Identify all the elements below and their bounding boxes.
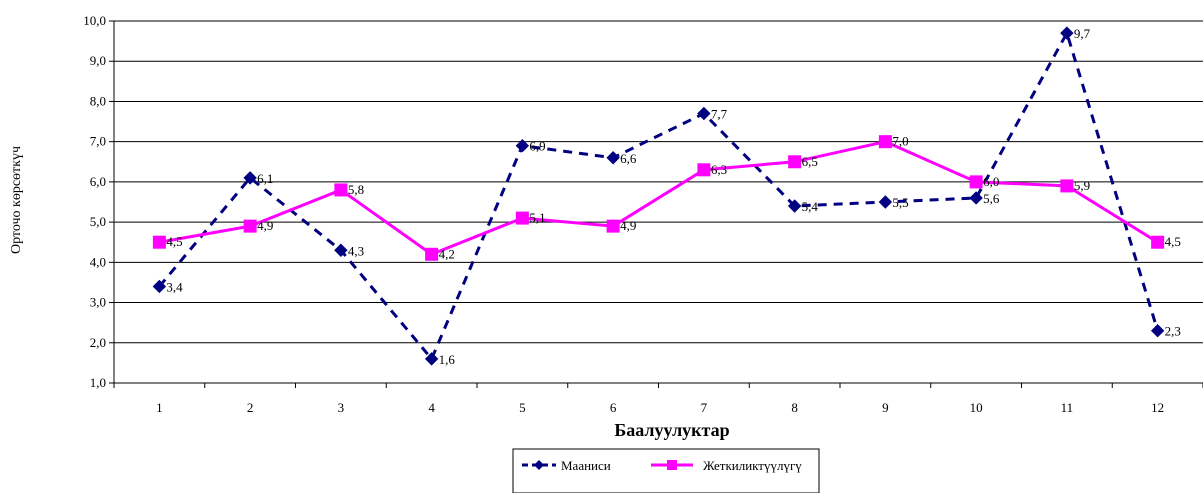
legend-marker-2	[667, 460, 677, 470]
y-tick-label: 7,0	[90, 134, 106, 149]
data-label: 6,6	[620, 151, 637, 166]
y-tick-label: 8,0	[90, 93, 106, 108]
data-label: 6,9	[529, 139, 545, 154]
data-label: 3,4	[166, 279, 183, 294]
y-tick-label: 4,0	[90, 254, 106, 269]
x-tick-label: 1	[156, 400, 163, 415]
marker-point	[606, 151, 620, 165]
x-tick-label: 9	[882, 400, 889, 415]
marker-point	[1151, 235, 1165, 249]
data-label: 5,1	[529, 210, 545, 225]
data-label: 4,9	[620, 218, 636, 233]
data-label: 4,2	[439, 246, 455, 261]
x-tick-label: 10	[970, 400, 983, 415]
legend: Мааниси Жеткиликтүүлүгү	[512, 448, 820, 494]
marker-point	[515, 138, 530, 153]
axes: 1,02,03,04,05,06,07,08,09,010,01 2 3 4 5 6 7 8 9…	[83, 13, 1203, 415]
data-label: 6,5	[802, 154, 818, 169]
data-label: 1,6	[439, 352, 456, 367]
x-tick-label: 12	[1151, 400, 1164, 415]
legend-label-1: Мааниси	[561, 458, 611, 473]
y-tick-label: 10,0	[83, 13, 106, 28]
data-label: 4,5	[166, 234, 182, 249]
data-label: 6,0	[983, 174, 999, 189]
data-label: 4,5	[1165, 234, 1181, 249]
x-tick-label: 7	[701, 400, 708, 415]
x-axis-title: Баалуулуктар	[614, 420, 729, 440]
series-line-1	[158, 29, 1160, 362]
data-label: 6,1	[257, 171, 273, 186]
marker-point	[788, 155, 802, 169]
series-line-2	[159, 140, 1159, 256]
marker-point	[243, 219, 257, 233]
series-layer	[152, 26, 1165, 366]
data-label: 7,7	[711, 107, 728, 122]
marker-point	[152, 279, 167, 294]
data-labels: 3,4 6,1 4,3 1,6 6,9 6,6 7,7 5,4 5,5 5,6 9,7 2,3 4,5 4…	[166, 26, 1181, 367]
x-tick-label: 5	[519, 400, 526, 415]
data-label: 9,7	[1074, 26, 1091, 41]
x-tick-label: 3	[338, 400, 345, 415]
data-label: 5,4	[802, 199, 819, 214]
data-label: 5,8	[348, 182, 364, 197]
x-tick-label: 8	[791, 400, 798, 415]
marker-point	[878, 135, 892, 149]
marker-point	[878, 195, 893, 209]
y-tick-label: 1,0	[90, 375, 106, 390]
data-label: 6,3	[711, 162, 727, 177]
marker-point	[969, 175, 983, 189]
marker-point	[515, 211, 529, 225]
data-label: 5,6	[983, 191, 1000, 206]
y-tick-label: 6,0	[90, 174, 106, 189]
y-axis-title: Орточо көрсөткүч	[9, 146, 24, 254]
data-label: 5,9	[1074, 178, 1090, 193]
legend-marker-1	[534, 460, 544, 470]
marker-point	[697, 163, 711, 177]
gridlines	[114, 20, 1203, 344]
x-tick-label: 6	[610, 400, 617, 415]
data-label: 2,3	[1165, 324, 1181, 339]
marker-point	[243, 171, 257, 185]
legend-label-2: Жеткиликтүүлүгү	[703, 458, 802, 473]
marker-point	[787, 199, 802, 213]
marker-point	[152, 235, 166, 249]
marker-point	[425, 247, 439, 261]
marker-point	[969, 191, 983, 205]
x-tick-label: 11	[1061, 400, 1074, 415]
data-label: 4,3	[348, 243, 364, 258]
y-tick-label: 9,0	[90, 53, 106, 68]
marker-point	[697, 106, 711, 121]
marker-point	[1060, 179, 1074, 193]
y-tick-label: 3,0	[90, 295, 106, 310]
data-label: 5,5	[892, 195, 908, 210]
marker-point	[424, 352, 439, 366]
marker-point	[1060, 26, 1074, 40]
x-tick-label: 2	[247, 400, 254, 415]
marker-point	[606, 219, 620, 233]
data-label: 7,0	[892, 134, 908, 149]
marker-point	[1150, 324, 1165, 338]
y-tick-label: 5,0	[90, 214, 106, 229]
marker-point	[334, 183, 348, 197]
x-tick-label: 4	[428, 400, 435, 415]
data-label: 4,9	[257, 218, 273, 233]
y-tick-label: 2,0	[90, 335, 106, 350]
marker-point	[334, 243, 348, 257]
